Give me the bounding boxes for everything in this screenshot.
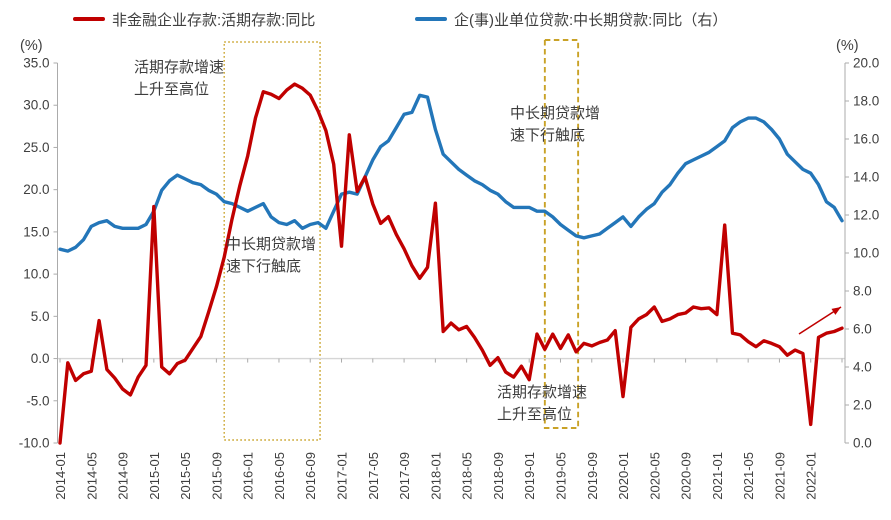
left-axis-tick-label: 0.0	[31, 351, 50, 366]
right-axis-tick-label: 2.0	[853, 398, 872, 413]
right-axis-tick-label: 4.0	[853, 360, 872, 375]
annotation-demand-deposit-high-2019: 活期存款增速 上升至高位	[497, 382, 587, 426]
x-axis-tick-label: 2017-09	[397, 452, 412, 500]
annotation-text: 速下行触底	[226, 258, 302, 275]
right-axis-tick-label: 14.0	[853, 170, 879, 185]
x-axis-tick-label: 2018-09	[491, 452, 506, 500]
x-axis-tick-label: 2015-05	[178, 452, 193, 500]
x-axis-tick-label: 2016-01	[241, 452, 256, 500]
x-axis-tick-label: 2019-09	[585, 452, 600, 500]
left-axis-tick-label: 10.0	[23, 267, 49, 282]
x-axis-tick-label: 2021-05	[741, 452, 756, 500]
left-axis-tick-label: -5.0	[26, 393, 49, 408]
x-axis-tick-label: 2014-09	[116, 452, 131, 500]
annotation-text: 活期存款增速	[497, 384, 588, 401]
annotation-mlt-loan-bottom-2016: 中长期贷款增 速下行触底	[226, 234, 316, 278]
legend-item-demand-deposits: 非金融企业存款:活期存款:同比	[73, 8, 315, 30]
x-axis-tick-label: 2020-01	[616, 452, 631, 500]
left-axis-tick-label: 30.0	[23, 98, 49, 113]
x-axis-tick-label: 2018-01	[428, 452, 443, 500]
x-axis-tick-label: 2017-05	[366, 452, 381, 500]
right-axis-tick-label: 18.0	[853, 94, 879, 109]
left-axis-tick-label: -10.0	[19, 436, 50, 451]
demand-deposits-line	[58, 82, 844, 445]
right-axis-tick-label: 8.0	[853, 284, 872, 299]
x-axis-tick-label: 2016-05	[272, 452, 287, 500]
left-axis-tick-label: 25.0	[23, 140, 49, 155]
right-axis-tick-label: 6.0	[853, 322, 872, 337]
chart-legend: 非金融企业存款:活期存款:同比 企(事)业单位贷款:中长期贷款:同比（右）	[0, 8, 891, 30]
x-axis-tick-label: 2018-05	[460, 452, 475, 500]
x-axis-tick-label: 2019-05	[553, 452, 568, 500]
right-axis-tick-label: 12.0	[853, 208, 879, 223]
annotation-text: 上升至高位	[497, 406, 573, 423]
mlt-loans-line	[58, 93, 844, 253]
right-axis-tick-label: 0.0	[853, 436, 872, 451]
annotation-demand-deposit-high-2016: 活期存款增速 上升至高位	[134, 57, 224, 101]
red-line-marker-icon	[73, 16, 105, 22]
annotation-text: 中长期贷款增	[226, 236, 317, 253]
right-axis-tick-label: 10.0	[853, 246, 879, 261]
annotation-text: 上升至高位	[134, 81, 210, 98]
highlight-box	[223, 41, 321, 441]
x-axis-tick-label: 2021-09	[772, 452, 787, 500]
annotation-text: 速下行触底	[510, 127, 586, 144]
left-axis-tick-label: 35.0	[23, 56, 49, 71]
right-axis-unit: (%)	[836, 38, 859, 54]
x-axis-tick-label: 2021-01	[710, 452, 725, 500]
annotation-mlt-loan-bottom-2019: 中长期贷款增 速下行触底	[510, 103, 600, 147]
annotation-text: 中长期贷款增	[510, 105, 601, 122]
x-axis-tick-label: 2019-01	[522, 452, 537, 500]
legend-label: 非金融企业存款:活期存款:同比	[112, 11, 316, 29]
left-axis-tick-label: 5.0	[31, 309, 50, 324]
x-axis-tick-label: 2016-09	[303, 452, 318, 500]
blue-line-marker-icon	[415, 16, 447, 22]
x-axis-tick-label: 2022-01	[804, 452, 819, 500]
trend-arrow-head-icon	[831, 307, 841, 315]
left-axis-tick-label: 20.0	[23, 182, 49, 197]
x-axis-tick-label: 2017-01	[335, 452, 350, 500]
left-axis-tick-label: 15.0	[23, 224, 49, 239]
legend-label: 企(事)业单位贷款:中长期贷款:同比（右）	[454, 11, 728, 29]
x-axis-tick-label: 2014-05	[84, 452, 99, 500]
x-axis-tick-label: 2014-01	[53, 452, 68, 500]
legend-item-mlt-loans: 企(事)业单位贷款:中长期贷款:同比（右）	[415, 8, 727, 30]
x-axis-tick-label: 2020-05	[647, 452, 662, 500]
right-axis-tick-label: 20.0	[853, 56, 879, 71]
x-axis-tick-label: 2015-09	[209, 452, 224, 500]
x-axis-tick-label: 2015-01	[147, 452, 162, 500]
annotation-text: 活期存款增速	[134, 59, 225, 76]
right-axis-tick-label: 16.0	[853, 132, 879, 147]
highlight-box	[543, 39, 580, 429]
left-axis-unit: (%)	[20, 38, 43, 54]
x-axis-tick-label: 2020-09	[679, 452, 694, 500]
